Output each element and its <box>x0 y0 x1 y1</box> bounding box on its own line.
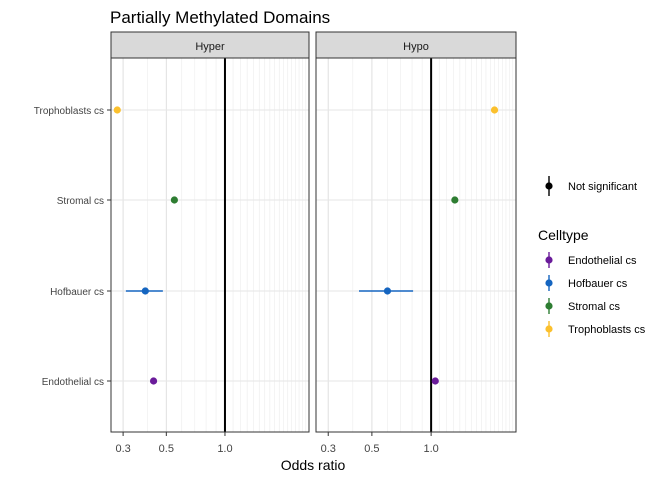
facet-panels: Hyper 0.3 0.5 1.0 Hypo 0.3 0.5 1.0 <box>110 31 517 455</box>
x-tick-label: 0.3 <box>115 443 130 455</box>
legend-key-point <box>545 256 553 264</box>
legend: Not significant Celltype Endothelial cs Hof… <box>538 176 646 337</box>
data-point <box>490 106 499 114</box>
y-axis-labels: Trophoblasts cs Stromal cs Hofbauer cs Endo… <box>34 106 111 388</box>
chart-title: Partially Methylated Domains <box>110 8 330 27</box>
legend-key-point <box>545 325 553 333</box>
data-point <box>113 106 121 114</box>
legend-label: Not significant <box>568 181 637 193</box>
facet-strip-label: Hypo <box>403 41 429 53</box>
legend-label: Endothelial cs <box>568 255 637 267</box>
legend-title: Celltype <box>538 227 589 243</box>
facet-strip <box>315 31 517 59</box>
data-point <box>383 287 392 295</box>
x-axis-label: Odds ratio <box>281 457 346 473</box>
data-point <box>431 377 439 385</box>
y-tick-label: Hofbauer cs <box>50 287 104 298</box>
data-point <box>451 196 459 204</box>
panel-background <box>111 58 309 432</box>
panel-border <box>110 57 310 433</box>
panel-border <box>315 57 517 433</box>
x-tick-label: 1.0 <box>423 443 438 455</box>
data-point <box>141 287 149 295</box>
panel-hyper: Hyper 0.3 0.5 1.0 <box>110 31 310 455</box>
facet-strip <box>110 31 310 59</box>
data-point <box>170 196 178 204</box>
data-point <box>149 377 158 385</box>
y-tick-label: Trophoblasts cs <box>34 106 104 117</box>
facet-strip-label: Hyper <box>195 41 225 53</box>
panel-background <box>316 58 516 432</box>
x-tick-label: 0.3 <box>321 443 336 455</box>
legend-label: Hofbauer cs <box>568 278 628 290</box>
legend-label: Trophoblasts cs <box>568 324 646 336</box>
y-tick-label: Stromal cs <box>57 196 104 207</box>
x-tick-label: 0.5 <box>159 443 174 455</box>
legend-label: Stromal cs <box>568 301 620 313</box>
legend-key-point <box>545 279 553 287</box>
x-tick-label: 1.0 <box>217 443 232 455</box>
legend-key-point <box>545 302 553 310</box>
legend-key-point <box>545 182 553 190</box>
panel-hypo: Hypo 0.3 0.5 1.0 <box>315 31 517 455</box>
y-tick-label: Endothelial cs <box>42 377 104 388</box>
x-tick-label: 0.5 <box>364 443 379 455</box>
